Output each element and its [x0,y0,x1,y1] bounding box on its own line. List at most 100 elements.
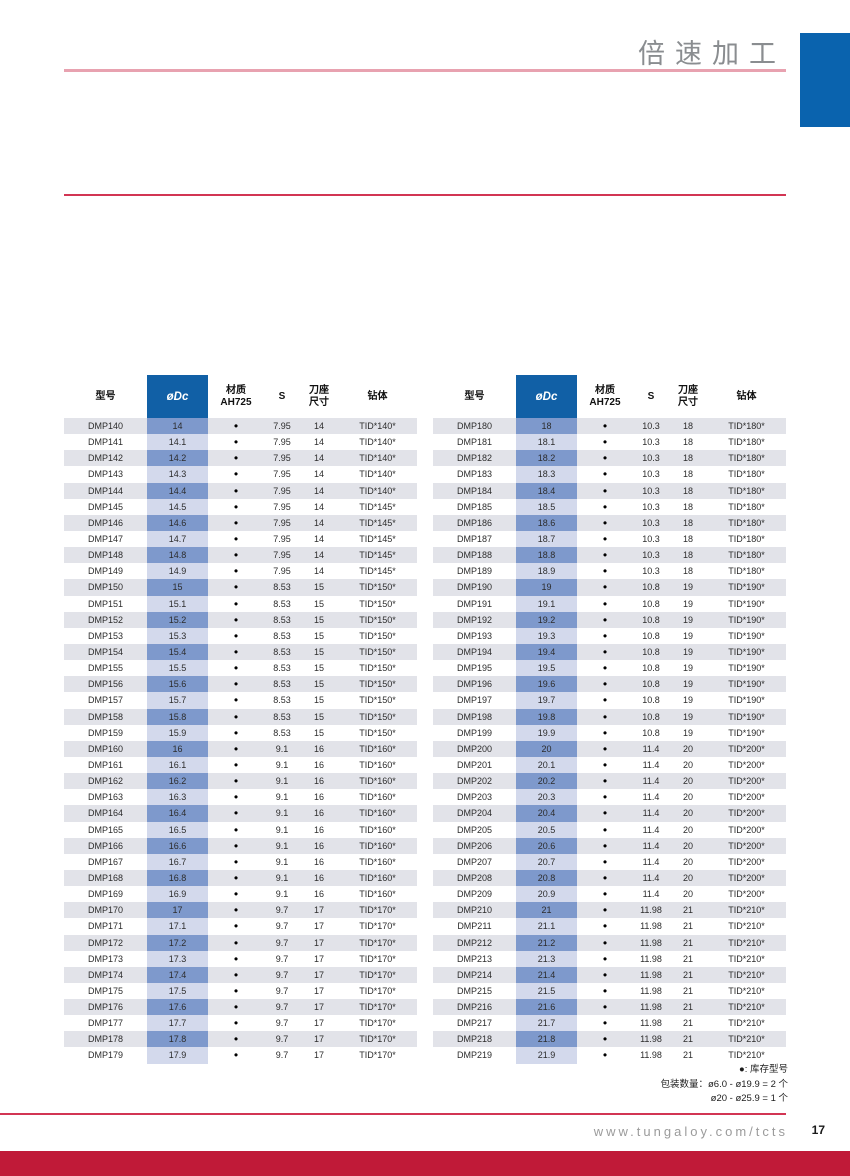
stock-dot-icon: ● [233,453,239,463]
model-cell: DMP157 [87,695,123,706]
s-cell: 7.95 [273,501,291,512]
stock-dot-icon: ● [602,921,608,931]
s-cell: 10.8 [642,646,660,657]
dc-cell: 15.8 [147,708,208,725]
seat-cell: 21 [682,1034,693,1045]
column-header-s: S [278,390,286,402]
table-row: DMP169 16.9 ● 9.1 16 TID*160* [64,886,417,903]
table-row: DMP216 21.6 ● 11.98 21 TID*210* [433,999,786,1016]
stock-dot-icon: ● [233,469,239,479]
seat-cell: 21 [682,953,693,964]
dc-cell: 16.6 [147,837,208,854]
table-row: DMP174 17.4 ● 9.7 17 TID*170* [64,966,417,983]
table-row: DMP202 20.2 ● 11.4 20 TID*200* [433,773,786,790]
model-cell: DMP148 [87,550,123,561]
body-cell: TID*180* [728,517,765,528]
stock-dot-icon: ● [602,566,608,576]
seat-cell: 16 [313,792,324,803]
dc-cell: 18.8 [516,547,577,564]
dc-cell: 14.3 [147,466,208,483]
model-cell: DMP196 [456,679,492,690]
table-row: DMP210 21 ● 11.98 21 TID*210* [433,902,786,919]
table-row: DMP142 14.2 ● 7.95 14 TID*140* [64,450,417,467]
model-cell: DMP200 [456,743,492,754]
dc-cell: 14.2 [147,450,208,467]
table-row: DMP147 14.7 ● 7.95 14 TID*145* [64,530,417,548]
body-cell: TID*200* [728,856,765,867]
body-cell: TID*145* [359,566,396,577]
s-cell: 9.1 [275,759,289,770]
body-cell: TID*200* [728,840,765,851]
table-row: DMP190 19 ● 10.8 19 TID*190* [433,579,786,596]
stock-dot-icon: ● [233,937,239,947]
body-cell: TID*200* [728,808,765,819]
dc-cell: 18.5 [516,498,577,515]
dc-cell: 21.7 [516,1015,577,1032]
body-cell: TID*210* [728,1034,765,1045]
s-cell: 7.95 [273,566,291,577]
body-cell: TID*145* [359,517,396,528]
stock-dot-icon: ● [233,663,239,673]
body-cell: TID*190* [728,614,765,625]
model-cell: DMP181 [456,437,492,448]
stock-dot-icon: ● [233,421,239,430]
dc-cell: 17.3 [147,950,208,967]
stock-dot-icon: ● [233,485,239,495]
s-cell: 10.8 [642,582,660,593]
seat-cell: 20 [682,759,693,770]
body-cell: TID*150* [359,598,396,609]
model-cell: DMP147 [87,533,123,544]
model-cell: DMP216 [456,1002,492,1013]
model-cell: DMP177 [87,1018,123,1029]
seat-cell: 20 [682,840,693,851]
dc-cell: 16.9 [147,886,208,903]
s-cell: 7.95 [273,517,291,528]
body-cell: TID*180* [728,485,765,496]
stock-dot-icon: ● [233,905,239,915]
dc-cell: 20.7 [516,853,577,870]
dc-cell: 16.3 [147,789,208,806]
table-row: DMP173 17.3 ● 9.7 17 TID*170* [64,950,417,967]
s-cell: 8.53 [273,679,291,690]
dc-cell: 19.2 [516,611,577,628]
body-cell: TID*210* [728,937,765,948]
seat-cell: 21 [682,905,693,916]
table-row: DMP167 16.7 ● 9.1 16 TID*160* [64,853,417,870]
stock-dot-icon: ● [602,517,608,527]
s-cell: 7.95 [273,437,291,448]
table-row: DMP187 18.7 ● 10.3 18 TID*180* [433,530,786,548]
stock-dot-icon: ● [602,614,608,624]
dc-cell: 19.8 [516,708,577,725]
table-row: DMP177 17.7 ● 9.7 17 TID*170* [64,1015,417,1032]
table-row: DMP192 19.2 ● 10.8 19 TID*190* [433,611,786,628]
model-cell: DMP192 [456,614,492,625]
stock-dot-icon: ● [602,550,608,560]
table-row: DMP143 14.3 ● 7.95 14 TID*140* [64,466,417,483]
stock-dot-icon: ● [233,566,239,576]
s-cell: 8.53 [273,711,291,722]
column-header-model: 型号 [95,390,116,402]
stock-dot-icon: ● [233,582,239,592]
stock-dot-icon: ● [233,695,239,705]
stock-dot-icon: ● [602,630,608,640]
dc-cell: 16.2 [147,773,208,790]
dc-cell: 17 [147,902,208,919]
s-cell: 9.7 [275,921,289,932]
seat-cell: 14 [313,501,324,512]
table-row: DMP183 18.3 ● 10.3 18 TID*180* [433,466,786,483]
seat-label-bottom: 尺寸 [678,396,698,408]
dc-cell: 17.6 [147,999,208,1016]
model-cell: DMP156 [87,679,123,690]
dc-cell: 16 [147,740,208,757]
dc-cell: 16.7 [147,853,208,870]
table-row: DMP161 16.1 ● 9.1 16 TID*160* [64,756,417,774]
table-row: DMP140 14 ● 7.95 14 TID*140* [64,418,417,435]
body-cell: TID*170* [359,905,396,916]
material-label: 材质 [595,384,615,396]
seat-cell: 19 [682,711,693,722]
s-cell: 11.98 [640,1050,662,1061]
dc-cell: 20.9 [516,886,577,903]
table-row: DMP175 17.5 ● 9.7 17 TID*170* [64,982,417,1000]
s-cell: 9.1 [275,792,289,803]
body-cell: TID*190* [728,582,765,593]
